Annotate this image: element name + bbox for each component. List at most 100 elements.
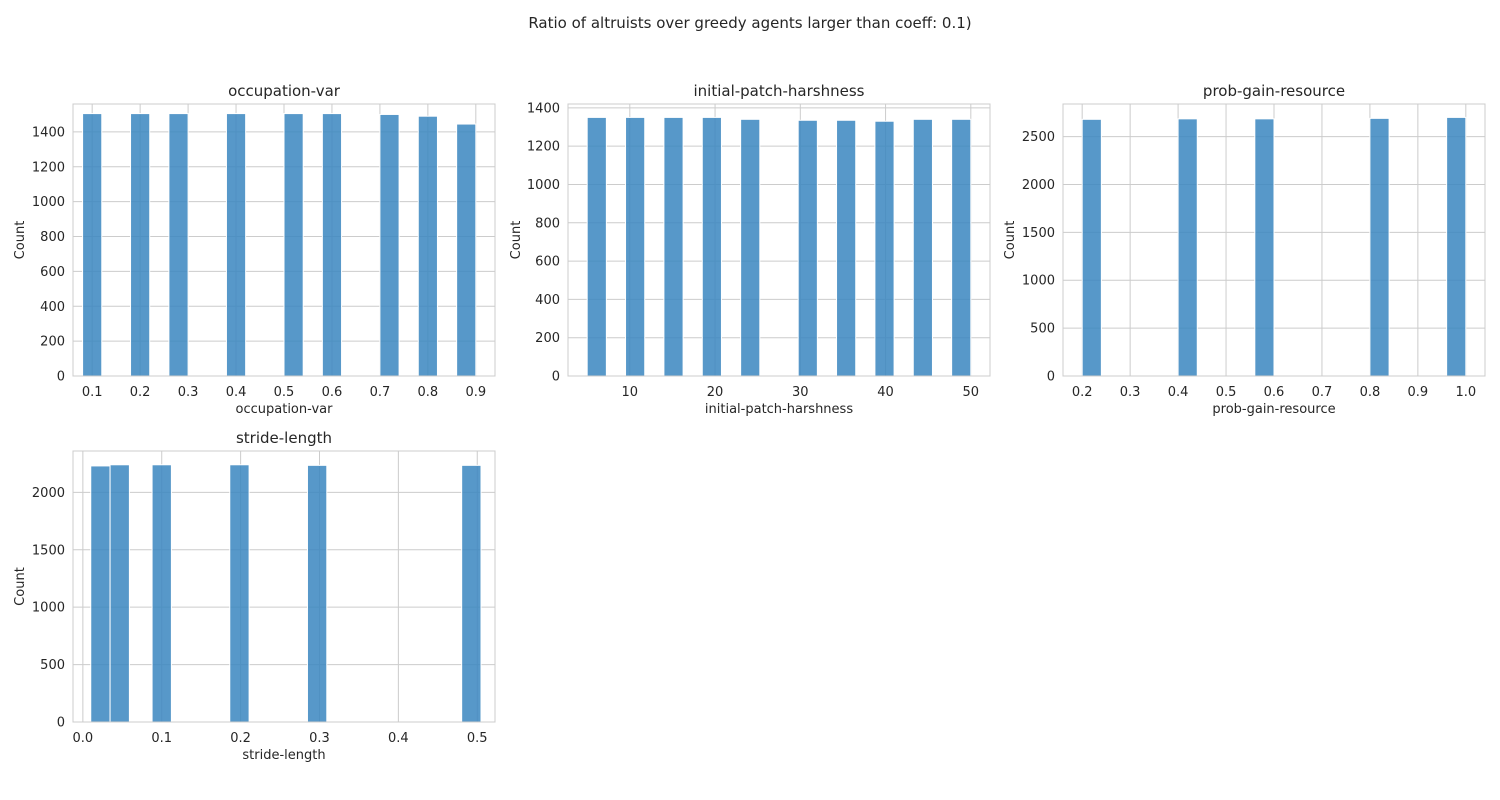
x-tick-label: 0.8 [418,385,439,400]
x-tick-label: 0.3 [178,385,199,400]
y-tick-label: 1400 [32,125,65,140]
x-tick-label: 0.8 [1360,385,1381,400]
subplot-title: stride-length [236,429,332,447]
y-tick-label: 1200 [32,160,65,175]
histogram-bar [797,119,818,377]
subplot-stride-length: 0 500 1000 1500 2000 0.0 0.1 0.2 0.3 0.4 0.5 stride… [13,429,496,763]
histogram-bar [321,113,343,377]
histogram-bar [306,464,328,723]
histogram-bar [225,113,247,377]
subplot-title: initial-patch-harshness [694,82,865,100]
y-tick-label: 1200 [527,140,560,155]
subplot-initial-patch-harshness: 0 200 400 600 800 1000 1200 1400 10 20 30 40 50 initi… [509,82,991,417]
y-tick-label: 0 [57,370,65,385]
x-axis-label: stride-length [242,748,325,763]
histogram-bar [461,464,482,723]
x-tick-label: 0.4 [226,385,247,400]
histogram-bar [663,116,684,377]
y-tick-label: 1500 [1022,226,1055,241]
histogram-bar [586,116,607,377]
x-tick-label: 0.6 [322,385,343,400]
x-tick-label: 0.9 [465,385,486,400]
y-tick-label: 400 [535,293,560,308]
x-tick-label: 0.9 [1408,385,1429,400]
subplot-prob-gain-resource: 0 500 1000 1500 2000 2500 0.2 0.3 0.4 0.5 0.6 0.7 0.… [1003,82,1486,417]
histogram-bar [130,113,151,377]
axes-frame [72,450,496,723]
histogram-bar [90,465,111,723]
histogram-bar [951,118,972,377]
y-tick-label: 1000 [32,195,65,210]
x-axis-label: initial-patch-harshness [705,402,853,417]
y-tick-label: 500 [40,658,65,673]
histogram-bar [456,123,477,377]
subplot-title: occupation-var [228,82,341,100]
y-tick-label: 200 [40,335,65,350]
histogram-bar [1081,118,1102,377]
histogram-bar [1177,118,1198,377]
y-tick-label: 2000 [1022,178,1055,193]
histogram-bar [701,116,722,377]
x-tick-label: 50 [963,385,980,400]
x-tick-label: 0.2 [230,731,251,746]
x-axis-label: prob-gain-resource [1212,402,1335,417]
y-tick-label: 1000 [527,178,560,193]
histogram-bar [283,113,304,377]
x-tick-label: 10 [622,385,639,400]
x-tick-label: 40 [877,385,894,400]
y-tick-label: 1400 [527,101,560,116]
histogram-bar [1369,117,1390,377]
histogram-bar [912,118,933,377]
histogram-bar [1446,116,1467,377]
y-tick-label: 400 [40,300,65,315]
y-tick-label: 1000 [1022,274,1055,289]
histogram-bar [1254,118,1275,377]
y-tick-label: 800 [40,230,65,245]
figure-title: Ratio of altruists over greedy agents la… [528,14,971,32]
y-tick-label: 2000 [32,486,65,501]
subplot-occupation-var: 0 200 400 600 800 1000 1200 1400 0.1 0.2 0.3 0.4 0.5… [13,82,496,417]
histogram-bar [417,115,438,377]
y-tick-label: 600 [535,255,560,270]
histogram-bar [168,113,189,377]
y-axis-label: Count [509,221,524,260]
x-tick-label: 0.7 [370,385,391,400]
y-tick-label: 1000 [32,601,65,616]
y-axis-label: Count [13,567,28,606]
axes-frame [72,103,496,377]
histogram-bar [874,120,895,377]
histogram-bar [625,116,646,377]
histogram-bar [109,464,130,723]
y-tick-label: 600 [40,265,65,280]
x-tick-label: 0.4 [1168,385,1189,400]
x-tick-label: 0.2 [1072,385,1093,400]
x-tick-label: 0.5 [1216,385,1237,400]
x-tick-label: 20 [707,385,724,400]
x-tick-label: 0.3 [309,731,330,746]
x-tick-label: 0.7 [1312,385,1333,400]
histogram-bar [82,113,103,377]
x-tick-label: 0.0 [73,731,94,746]
y-tick-label: 0 [1047,370,1055,385]
x-tick-label: 30 [792,385,809,400]
y-tick-label: 0 [552,370,560,385]
x-tick-label: 0.1 [151,731,172,746]
y-tick-label: 1500 [32,543,65,558]
y-tick-label: 200 [535,331,560,346]
histogram-bar [836,119,857,377]
x-tick-label: 0.1 [82,385,103,400]
y-tick-label: 500 [1030,322,1055,337]
subplot-title: prob-gain-resource [1203,82,1345,100]
x-tick-label: 0.5 [467,731,488,746]
x-tick-label: 0.3 [1120,385,1141,400]
axes-frame [567,103,991,377]
y-tick-label: 2500 [1022,130,1055,145]
x-tick-label: 0.5 [274,385,295,400]
y-tick-label: 800 [535,216,560,231]
y-axis-label: Count [1003,221,1018,260]
x-axis-label: occupation-var [236,402,334,417]
y-axis-label: Count [13,221,28,260]
x-tick-label: 0.2 [130,385,151,400]
